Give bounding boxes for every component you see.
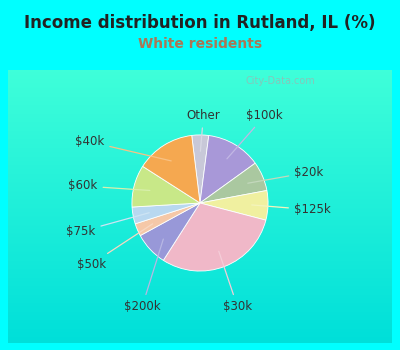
Text: Income distribution in Rutland, IL (%): Income distribution in Rutland, IL (%): [24, 14, 376, 32]
Wedge shape: [200, 135, 255, 203]
Wedge shape: [163, 203, 266, 271]
Text: $100k: $100k: [227, 110, 283, 159]
Wedge shape: [200, 190, 268, 220]
Text: $20k: $20k: [248, 166, 324, 183]
Text: $125k: $125k: [252, 203, 331, 216]
Text: White residents: White residents: [138, 37, 262, 51]
Wedge shape: [135, 203, 200, 236]
Text: City-Data.com: City-Data.com: [245, 76, 315, 85]
Wedge shape: [143, 135, 200, 203]
Wedge shape: [200, 163, 267, 203]
Text: $50k: $50k: [76, 224, 153, 271]
Text: $60k: $60k: [68, 180, 150, 193]
Wedge shape: [140, 203, 200, 260]
Text: $75k: $75k: [66, 213, 149, 238]
Text: $30k: $30k: [219, 251, 252, 313]
Text: Other: Other: [186, 110, 220, 151]
Wedge shape: [192, 135, 209, 203]
Wedge shape: [132, 203, 200, 224]
Wedge shape: [132, 166, 200, 207]
Text: $200k: $200k: [124, 239, 163, 313]
Text: $40k: $40k: [75, 135, 171, 161]
